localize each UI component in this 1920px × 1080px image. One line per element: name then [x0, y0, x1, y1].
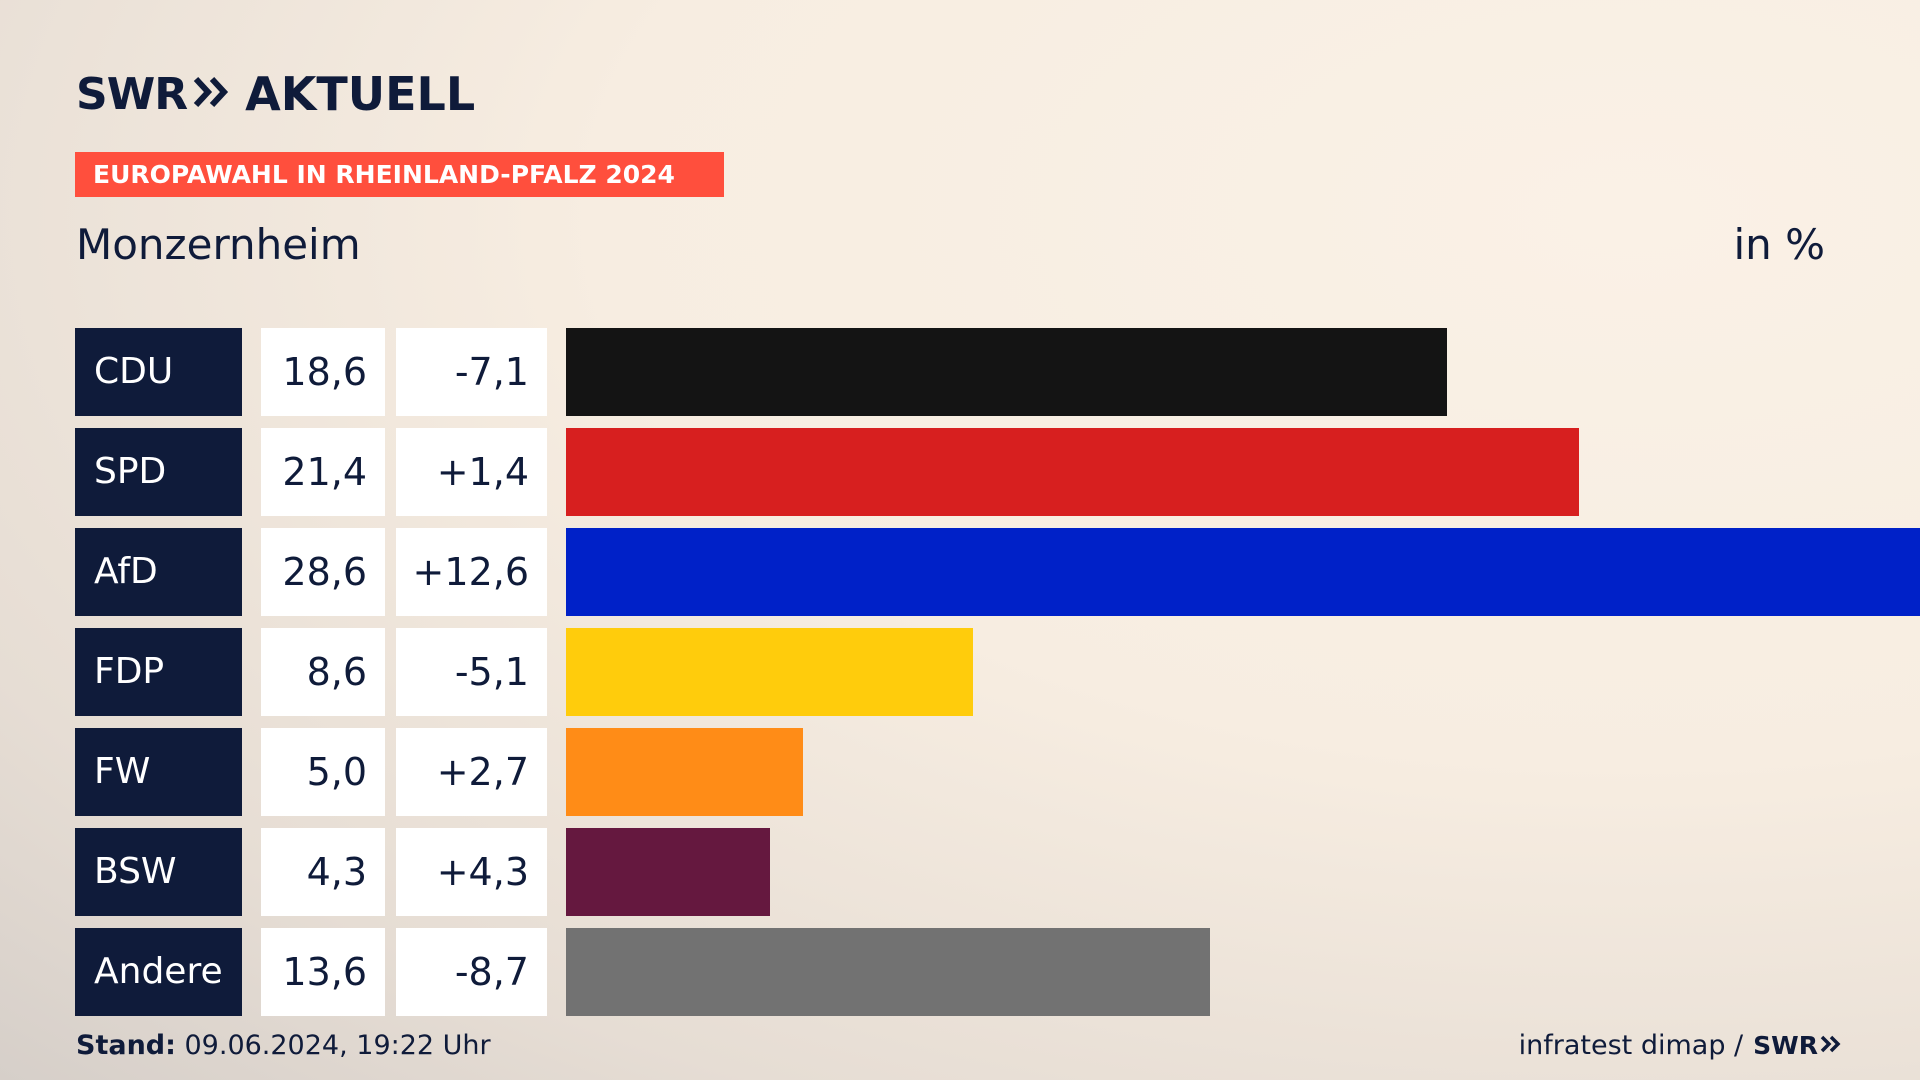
timestamp-value: 09.06.2024, 19:22 Uhr: [175, 1030, 491, 1061]
change-label: -8,7: [396, 928, 547, 1016]
timestamp-label: Stand:: [76, 1030, 176, 1061]
party-label: BSW: [75, 828, 242, 916]
result-bar: [566, 928, 1210, 1016]
change-label: +2,7: [396, 728, 547, 816]
change-label: +1,4: [396, 428, 547, 516]
place-title: Monzernheim: [76, 220, 361, 269]
change-label: +12,6: [396, 528, 547, 616]
election-banner: EUROPAWAHL IN RHEINLAND-PFALZ 2024: [75, 152, 724, 197]
source-credit: infratest dimap / SWR: [1519, 1030, 1842, 1061]
swr-aktuell-logo: SWR AKTUELL: [76, 64, 475, 124]
result-row: AfD 28,6 +12,6: [75, 528, 1920, 616]
result-row: FDP 8,6 -5,1: [75, 628, 1920, 716]
vote-share-label: 21,4: [261, 428, 385, 516]
result-bar: [566, 428, 1579, 516]
result-bar: [566, 728, 803, 816]
result-bar: [566, 328, 1447, 416]
section-text: AKTUELL: [245, 67, 476, 121]
result-row: FW 5,0 +2,7: [75, 728, 1920, 816]
result-row: CDU 18,6 -7,1: [75, 328, 1920, 416]
result-row: BSW 4,3 +4,3: [75, 828, 1920, 916]
footer-chevron-icon: [1820, 1030, 1842, 1061]
change-label: -5,1: [396, 628, 547, 716]
party-label: FDP: [75, 628, 242, 716]
change-label: +4,3: [396, 828, 547, 916]
result-bar: [566, 828, 770, 916]
result-bar: [566, 628, 973, 716]
vote-share-label: 4,3: [261, 828, 385, 916]
vote-share-label: 13,6: [261, 928, 385, 1016]
party-label: FW: [75, 728, 242, 816]
footer-brand: SWR: [1753, 1031, 1818, 1060]
party-label: CDU: [75, 328, 242, 416]
unit-label: in %: [1733, 220, 1825, 269]
result-row: SPD 21,4 +1,4: [75, 428, 1920, 516]
timestamp: Stand: 09.06.2024, 19:22 Uhr: [76, 1030, 491, 1061]
party-label: Andere: [75, 928, 242, 1016]
double-chevron-icon: [193, 75, 231, 113]
vote-share-label: 18,6: [261, 328, 385, 416]
source-text: infratest dimap /: [1518, 1030, 1744, 1061]
party-label: AfD: [75, 528, 242, 616]
vote-share-label: 8,6: [261, 628, 385, 716]
party-label: SPD: [75, 428, 242, 516]
vote-share-label: 5,0: [261, 728, 385, 816]
result-bar: [566, 528, 1920, 616]
result-row: Andere 13,6 -8,7: [75, 928, 1920, 1016]
brand-text: SWR: [76, 68, 188, 120]
change-label: -7,1: [396, 328, 547, 416]
vote-share-label: 28,6: [261, 528, 385, 616]
